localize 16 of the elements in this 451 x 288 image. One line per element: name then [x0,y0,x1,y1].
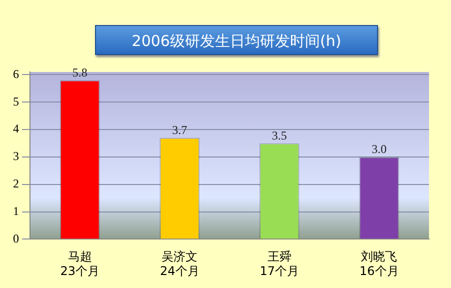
data-label: 5.8 [72,65,88,80]
data-label: 3.5 [272,128,287,142]
y-tick-label: 5 [13,94,19,108]
data-label: 3.0 [372,142,387,156]
y-tick-label: 3 [13,149,19,164]
y-tick-label: 2 [13,176,19,191]
y-tick-label: 4 [13,122,19,136]
y-tick-label: 0 [13,231,19,246]
x-tick-label: 马超 23个月 [60,250,100,278]
y-tick-label: 1 [13,204,19,218]
data-label: 3.7 [172,122,188,137]
chart-title: 2006级研发生日均研发时间(h) [95,25,378,55]
y-tick-label: 6 [13,66,19,81]
x-tick-label: 吴济文 24个月 [160,250,200,278]
x-tick-label: 刘晓飞 16个月 [359,250,399,278]
x-tick-label: 王舜 17个月 [260,250,300,278]
